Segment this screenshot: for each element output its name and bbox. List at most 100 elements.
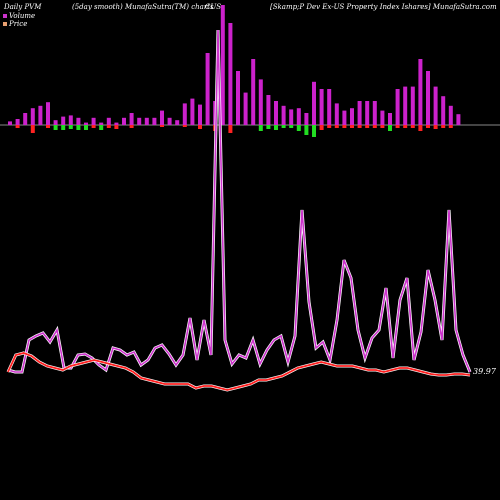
volume-bar-down	[312, 125, 316, 137]
volume-bar-up	[296, 108, 301, 125]
volume-bar-down	[296, 125, 301, 131]
volume-bar-down	[258, 125, 263, 131]
volume-bar-up	[175, 120, 180, 125]
volume-bar-down	[68, 125, 73, 129]
volume-bar-down	[380, 125, 385, 128]
volume-bar-up	[304, 113, 309, 125]
volume-bar-down	[357, 125, 362, 128]
volume-bar-up	[8, 121, 12, 125]
volume-bar-down	[76, 125, 81, 130]
volume-bar-up	[357, 101, 362, 125]
volume-bar-down	[433, 125, 438, 129]
volume-bar-down	[106, 125, 111, 128]
legend-volume-label: Volume	[9, 12, 36, 20]
volume-bar-up	[38, 105, 43, 125]
volume-bar-up	[236, 71, 240, 125]
volume-bar-up	[350, 108, 354, 125]
volume-bar-up	[395, 89, 400, 125]
volume-bar-up	[312, 81, 316, 125]
volume-bar-down	[304, 125, 309, 135]
price-line-color	[7, 352, 471, 391]
legend-price: Price	[3, 20, 27, 28]
volume-bar-down	[91, 125, 96, 128]
volume-bar-down	[99, 125, 104, 130]
volume-line-color	[7, 29, 471, 373]
volume-bar-up	[46, 102, 50, 125]
volume-bar-up	[144, 117, 149, 125]
volume-bar-down	[266, 125, 271, 129]
volume-bar-down	[319, 125, 324, 130]
volume-bar-down	[403, 125, 408, 128]
volume-bar-up	[152, 117, 157, 125]
volume-bar-down	[342, 125, 347, 128]
volume-bar-down	[15, 125, 20, 128]
volume-bar-up	[266, 95, 271, 125]
volume-bar-up	[129, 113, 134, 125]
volume-bar-down	[388, 125, 392, 131]
volume-bar-up	[61, 116, 66, 125]
volume-bar-up	[403, 86, 408, 125]
volume-bar-down	[182, 125, 187, 127]
company-label: [Skamp;P Dev Ex-US Property Index Ishare…	[270, 3, 497, 11]
volume-bar-down	[441, 125, 446, 128]
volume-bar-up	[456, 114, 461, 125]
volume-bar-up	[334, 103, 339, 125]
volume-bar-up	[433, 86, 438, 125]
volume-bar-up	[106, 117, 111, 125]
volume-bar-up	[68, 115, 73, 125]
volume-bar-up	[251, 59, 256, 125]
volume-bar-down	[129, 125, 134, 128]
volume-bar-down	[274, 125, 278, 130]
ticker-label: CUS	[205, 3, 222, 11]
volume-bar-up	[388, 113, 392, 125]
chart-subtitle: (5day smooth) MunafaSutra(TM) charts	[72, 3, 214, 11]
volume-bar-up	[365, 101, 370, 125]
volume-bar-up	[274, 101, 278, 125]
volume-bar-up	[205, 53, 210, 125]
volume-bar-up	[167, 117, 172, 125]
volume-bar-up	[372, 101, 377, 125]
volume-bar-up	[137, 117, 142, 125]
legend-price-label: Price	[9, 20, 28, 28]
volume-bar-up	[23, 113, 28, 125]
volume-bar-up	[160, 110, 164, 125]
volume-bar-up	[198, 104, 202, 125]
volume-bar-down	[46, 125, 50, 128]
volume-bar-down	[410, 125, 415, 128]
volume-bar-up	[289, 109, 294, 125]
volume-bar-down	[350, 125, 354, 128]
legend-price-swatch	[3, 22, 7, 26]
legend-volume: Volume	[3, 12, 35, 20]
volume-bar-up	[76, 117, 81, 125]
volume-bar-up	[190, 98, 195, 125]
volume-bar-down	[281, 125, 286, 128]
legend-volume-swatch	[3, 14, 7, 18]
volume-bar-down	[61, 125, 66, 130]
volume-bar-up	[448, 105, 453, 125]
volume-bar-up	[418, 59, 423, 125]
volume-bar-up	[319, 89, 324, 125]
volume-bar-down	[448, 125, 453, 128]
volume-bar-down	[365, 125, 370, 128]
volume-bar-up	[220, 5, 225, 125]
last-value-label: 39.97	[473, 367, 496, 376]
volume-bar-up	[182, 103, 187, 125]
volume-bar-down	[198, 125, 202, 129]
volume-bar-down	[53, 125, 58, 130]
volume-bar-up	[426, 71, 430, 125]
volume-bar-up	[228, 23, 233, 125]
volume-bar-up	[342, 110, 347, 125]
volume-bar-down	[289, 125, 294, 128]
volume-bar-up	[84, 122, 88, 125]
volume-bar-up	[410, 86, 415, 125]
volume-bar-up	[53, 120, 58, 125]
volume-bar-up	[243, 92, 248, 125]
volume-bar-down	[228, 125, 233, 133]
volume-bar-down	[334, 125, 339, 128]
volume-bar-up	[380, 110, 385, 125]
volume-bar-down	[84, 125, 88, 130]
volume-bar-down	[372, 125, 377, 128]
volume-bar-down	[395, 125, 400, 128]
volume-bar-down	[30, 125, 35, 133]
volume-bar-up	[122, 117, 126, 125]
